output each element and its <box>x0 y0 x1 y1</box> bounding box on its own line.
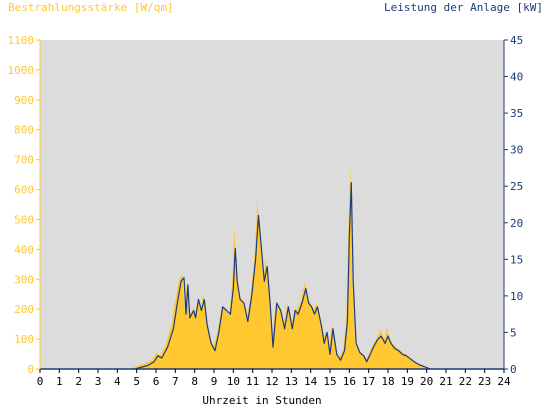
x-tick-label: 4 <box>114 375 121 388</box>
left-tick-label: 1100 <box>8 34 35 47</box>
x-axis-title: Uhrzeit in Stunden <box>202 394 321 407</box>
left-tick-label: 500 <box>14 213 34 226</box>
power-line <box>134 182 431 370</box>
left-tick-label: 200 <box>14 303 34 316</box>
x-tick-label: 22 <box>459 375 472 388</box>
x-tick-label: 9 <box>211 375 218 388</box>
x-tick-label: 10 <box>227 375 240 388</box>
left-tick-label: 100 <box>14 333 34 346</box>
x-tick-label: 16 <box>343 375 356 388</box>
x-tick-label: 7 <box>172 375 179 388</box>
right-tick-label: 20 <box>510 217 523 230</box>
left-tick-label: 600 <box>14 184 34 197</box>
right-tick-label: 15 <box>510 253 523 266</box>
x-tick-label: 18 <box>381 375 394 388</box>
right-tick-label: 35 <box>510 107 523 120</box>
left-tick-label: 900 <box>14 94 34 107</box>
x-tick-label: 13 <box>285 375 298 388</box>
x-tick-label: 14 <box>304 375 318 388</box>
left-tick-label: 300 <box>14 273 34 286</box>
right-tick-label: 5 <box>510 326 517 339</box>
x-tick-label: 17 <box>362 375 375 388</box>
left-tick-label: 1000 <box>8 64 35 77</box>
x-tick-label: 15 <box>323 375 336 388</box>
left-tick-label: 400 <box>14 243 34 256</box>
right-tick-label: 30 <box>510 144 523 157</box>
x-tick-label: 12 <box>265 375 278 388</box>
x-tick-label: 0 <box>37 375 44 388</box>
x-tick-label: 1 <box>56 375 63 388</box>
right-tick-label: 40 <box>510 71 523 84</box>
left-tick-label: 800 <box>14 124 34 137</box>
x-tick-label: 21 <box>439 375 452 388</box>
x-tick-label: 24 <box>497 375 511 388</box>
x-tick-label: 6 <box>153 375 160 388</box>
x-tick-label: 23 <box>478 375 491 388</box>
x-tick-label: 8 <box>191 375 198 388</box>
left-tick-label: 700 <box>14 154 34 167</box>
x-tick-label: 20 <box>420 375 433 388</box>
irradiance-area <box>130 165 427 369</box>
x-tick-label: 5 <box>133 375 140 388</box>
plot-area <box>40 40 504 369</box>
x-tick-label: 19 <box>401 375 414 388</box>
right-tick-label: 45 <box>510 34 523 47</box>
right-tick-label: 25 <box>510 180 523 193</box>
left-axis-title: Bestrahlungsstärke [W/qm] <box>8 1 174 14</box>
x-tick-label: 11 <box>246 375 259 388</box>
left-tick-label: 0 <box>27 363 34 376</box>
right-axis-title: Leistung der Anlage [kW] <box>384 1 543 14</box>
x-tick-label: 2 <box>75 375 82 388</box>
x-tick-label: 3 <box>95 375 102 388</box>
right-tick-label: 0 <box>510 363 517 376</box>
right-tick-label: 10 <box>510 290 523 303</box>
